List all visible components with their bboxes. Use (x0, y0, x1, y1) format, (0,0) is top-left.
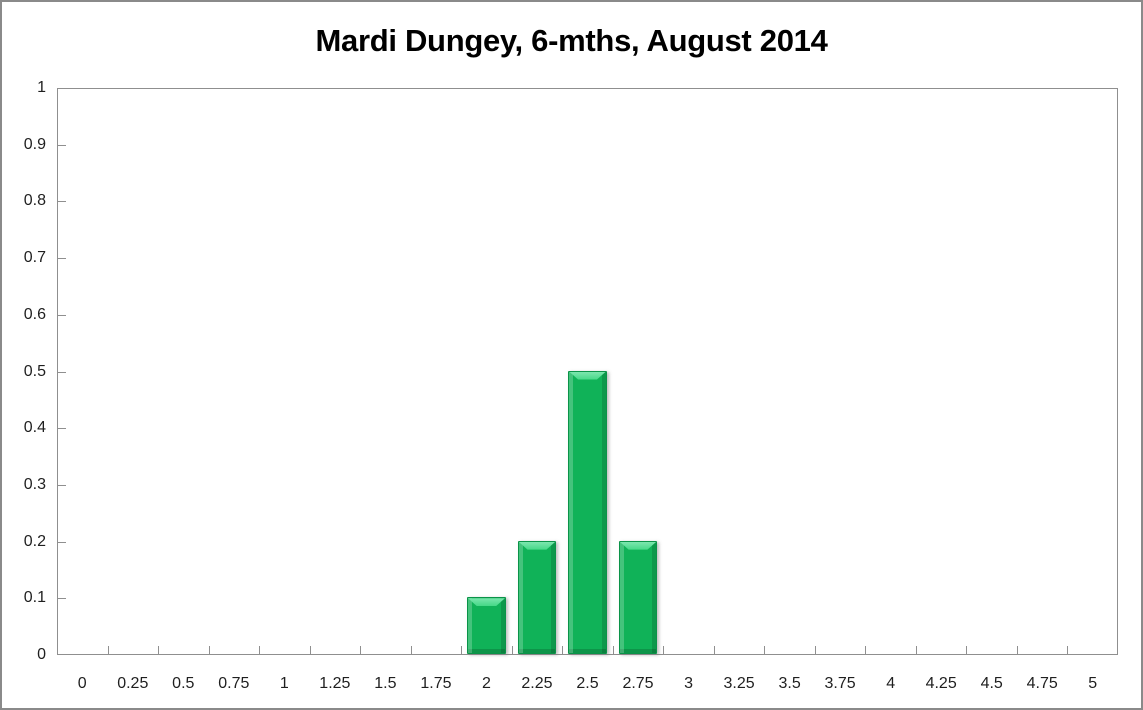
x-axis-label: 1.5 (374, 675, 397, 692)
x-tick (815, 646, 816, 654)
y-tick (58, 372, 66, 373)
x-tick (310, 646, 311, 654)
x-tick (966, 646, 967, 654)
x-axis-label: 4.5 (980, 675, 1003, 692)
x-axis-label: 0.75 (218, 675, 250, 692)
x-tick (108, 646, 109, 654)
x-tick (764, 646, 765, 654)
y-tick (58, 201, 66, 202)
x-axis-label: 4 (886, 675, 896, 692)
x-tick (209, 646, 210, 654)
x-tick (613, 646, 614, 654)
y-axis-label: 0 (37, 646, 46, 663)
x-axis-label: 1.25 (319, 675, 351, 692)
y-axis-label: 1 (37, 79, 46, 96)
y-tick (58, 258, 66, 259)
x-axis-label: 3.5 (778, 675, 801, 692)
x-axis-label: 0 (77, 675, 87, 692)
x-axis-label: 4.75 (1026, 675, 1058, 692)
bar (568, 370, 607, 654)
x-tick (916, 646, 917, 654)
y-tick (58, 315, 66, 316)
x-axis-label: 1 (279, 675, 289, 692)
y-axis-label: 0.4 (23, 419, 46, 437)
x-tick (512, 646, 513, 654)
y-tick (58, 145, 66, 146)
y-axis-label: 0.5 (23, 362, 46, 380)
y-tick (58, 542, 66, 543)
x-axis-label: 2 (481, 675, 491, 692)
x-axis-label: 4.25 (925, 675, 957, 692)
x-axis-label: 3.25 (723, 675, 755, 692)
x-tick (461, 646, 462, 654)
bar (618, 540, 658, 654)
y-tick (58, 428, 66, 429)
x-axis-label: 2.75 (622, 675, 654, 692)
x-tick (562, 646, 563, 654)
x-tick (158, 646, 159, 654)
x-axis-label: 2.5 (576, 675, 599, 692)
x-axis-label: 3.75 (824, 675, 856, 692)
x-axis-label: 3 (684, 675, 693, 692)
x-tick (714, 646, 715, 654)
x-axis-label: 5 (1088, 675, 1098, 692)
y-axis-label: 0.2 (23, 532, 46, 550)
y-axis-label: 0.9 (23, 135, 46, 153)
y-axis-label: 0.8 (23, 192, 46, 210)
x-tick (360, 646, 361, 654)
bar (467, 597, 506, 654)
y-axis-label: 0.6 (23, 305, 46, 323)
bar (517, 540, 557, 654)
chart-title: Mardi Dungey, 6-mths, August 2014 (315, 23, 828, 58)
x-tick (663, 646, 664, 654)
y-axis-label: 0.1 (23, 589, 46, 607)
x-tick (1067, 646, 1068, 654)
x-tick (411, 646, 412, 654)
x-axis-label: 1.75 (420, 675, 452, 692)
x-tick (259, 646, 260, 654)
y-tick (58, 485, 66, 486)
x-tick (1017, 646, 1018, 654)
x-axis-label: 2.25 (521, 675, 553, 692)
x-tick (865, 646, 866, 654)
x-axis-label: 0.5 (172, 675, 195, 692)
y-axis-label: 0.7 (23, 249, 46, 267)
x-axis-label: 0.25 (117, 675, 149, 692)
y-tick (58, 598, 66, 599)
y-axis-label: 0.3 (23, 475, 46, 493)
